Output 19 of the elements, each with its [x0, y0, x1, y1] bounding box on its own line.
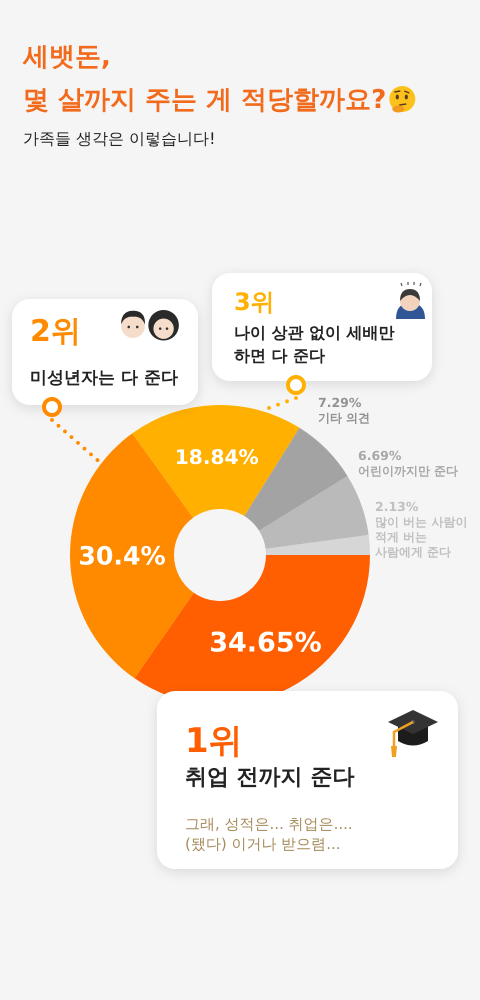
donut-slice [259, 476, 369, 549]
slice-label: 취업 전까지 준다 [185, 765, 354, 790]
donut-slice [266, 534, 370, 555]
slice-label: 나이 상관 없이 세배만 하면 다 준다 [234, 323, 395, 366]
slice-label: 기타 의견 [318, 411, 370, 425]
data-label: 34.65% [209, 627, 322, 658]
data-label: 18.84% [174, 445, 259, 470]
slice-label: 미성년자는 다 준다 [30, 368, 178, 388]
text: 1위 [185, 721, 243, 761]
data-label: 7.29% [318, 395, 362, 410]
text: 그래, 성적은... 취업은.... (됐다) 이거나 받으렴... [185, 815, 353, 853]
slice-label: 어린이까지만 준다 [358, 464, 458, 478]
data-label: 6.69% [358, 448, 402, 463]
chart-title: 세뱃돈, 몇 살까지 주는 게 적당할까요? [22, 42, 386, 115]
chart-subtitle: 가족들 생각은 이렇습니다! [23, 129, 216, 148]
data-label: 30.4% [78, 542, 166, 571]
text: 3위 [234, 288, 275, 316]
text: 2위 [30, 314, 81, 349]
donut-slice [132, 405, 300, 518]
